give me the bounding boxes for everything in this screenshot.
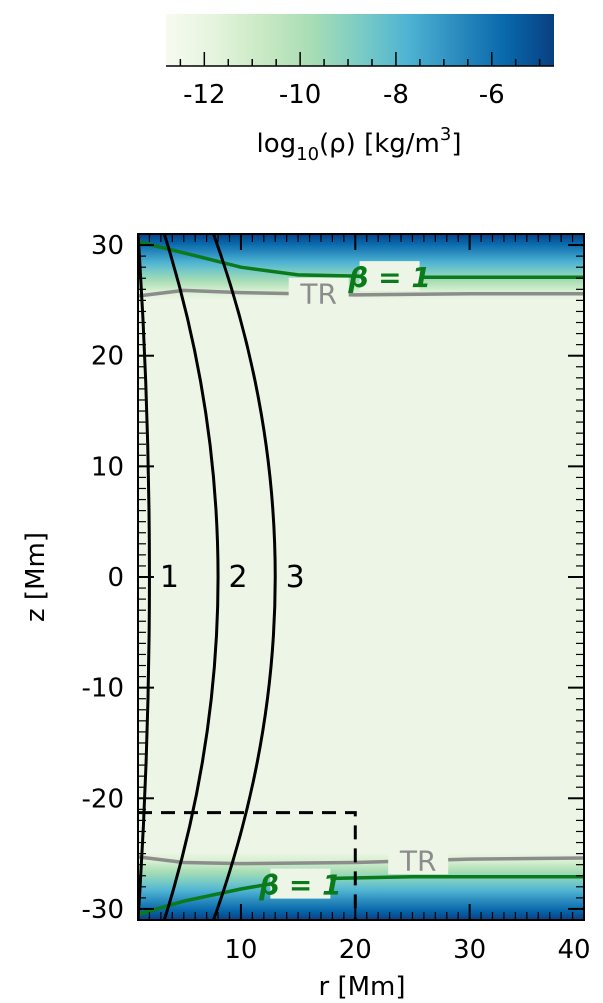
field-line-label-background (226, 555, 251, 589)
x-tick-label: 30 (453, 935, 486, 965)
field-line-3 (212, 234, 277, 920)
tr-contour-label-top-background (288, 277, 349, 308)
x-tick-label: 10 (224, 935, 257, 965)
density-background (138, 234, 584, 920)
colorbar-ticks: -12 -10 -8 -6 (166, 52, 554, 110)
y-tick-label: 20 (91, 342, 124, 372)
y-tick-label: -10 (82, 674, 124, 704)
tr-contour-bottom (138, 855, 584, 866)
y-axis-label: z [Mm] (21, 532, 51, 622)
beta-contour-label-bottom-background (270, 868, 331, 899)
x-tick-label: 20 (339, 935, 372, 965)
contour-labels: TR β = 1 TR β = 1 (258, 261, 449, 902)
x-axis-label: r [Mm] (318, 972, 405, 1002)
colorbar: -12 -10 -8 -6 log10(ρ) [kg/m3] (166, 14, 554, 165)
field-line-2 (162, 234, 220, 920)
dashed-region-box (138, 811, 357, 920)
colorbar-tick-label: -10 (279, 80, 321, 110)
y-tick-label: 10 (91, 452, 124, 482)
colorbar-tick-label: -6 (479, 80, 505, 110)
y-tick-label: 0 (107, 563, 124, 593)
beta-contour-label-bottom: β = 1 (258, 869, 341, 902)
minor-ticks (138, 233, 584, 921)
y-tick-label: -20 (82, 784, 124, 814)
colorbar-bar (166, 14, 554, 66)
field-line-labels: 1 2 3 (157, 555, 308, 595)
colorbar-tick-label: -12 (183, 80, 225, 110)
field-line-label-3: 3 (286, 560, 305, 595)
tr-contour-label-top: TR (299, 278, 337, 311)
y-tick-label: 30 (91, 231, 124, 261)
field-line-label-background (157, 555, 182, 589)
x-axis-ticks: 10 20 30 40 (224, 234, 591, 965)
beta-contour-label-top: β = 1 (347, 261, 430, 294)
tr-contour-label-bottom: TR (399, 844, 437, 877)
field-line-label-background (283, 555, 308, 589)
colorbar-tick-label: -8 (383, 80, 409, 110)
tr-contour-label-bottom-background (388, 844, 449, 875)
beta-contour-bottom (138, 875, 584, 917)
colorbar-label: log10(ρ) [kg/m3] (256, 124, 461, 165)
field-line-label-2: 2 (229, 560, 248, 595)
beta-contour-top (138, 239, 584, 279)
field-line-label-1: 1 (160, 560, 179, 595)
y-tick-label: -30 (82, 895, 124, 925)
x-tick-label: 40 (557, 935, 590, 965)
plot-area: TR β = 1 TR β = 1 1 2 3 10 20 30 40 -30 -20 -10 0 10… (82, 231, 591, 965)
beta-contour-label-top-background (359, 261, 420, 292)
y-axis-ticks: -30 -20 -10 0 10 20 30 (82, 231, 584, 925)
